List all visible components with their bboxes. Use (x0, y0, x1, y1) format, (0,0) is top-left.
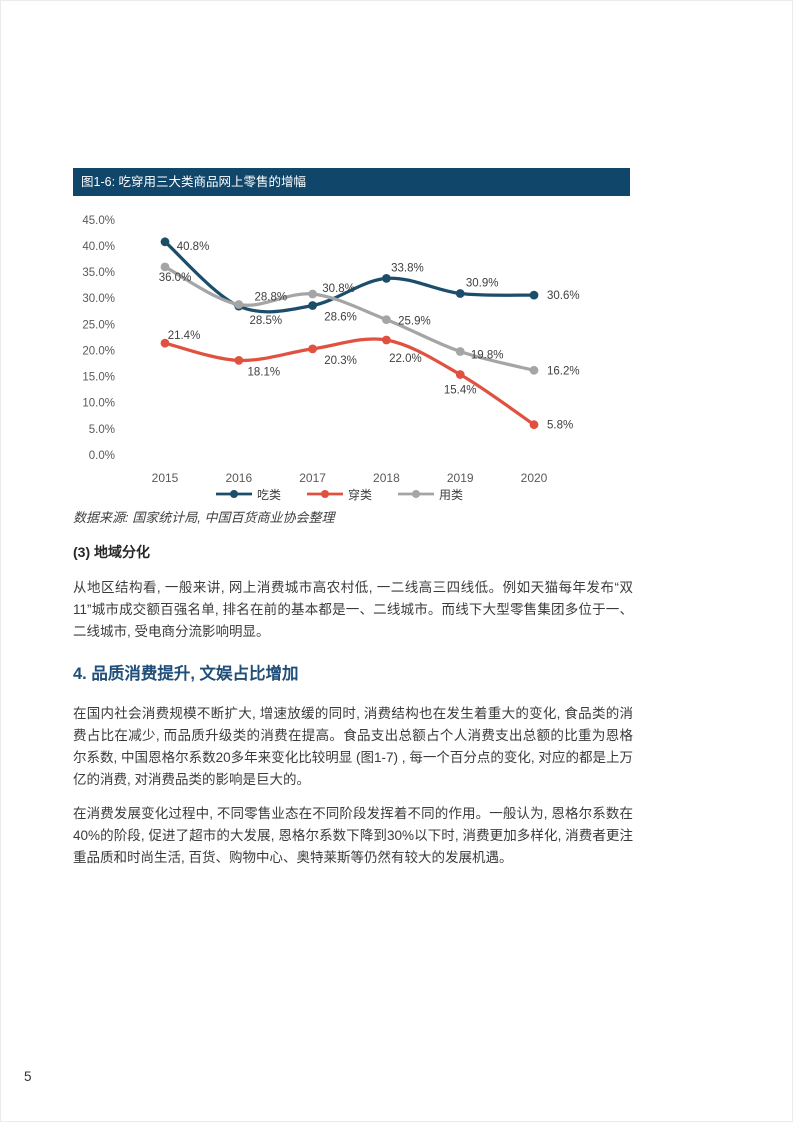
figure-title-bar: 图1-6: 吃穿用三大类商品网上零售的增幅 (73, 168, 630, 196)
line-chart: 45.0% 40.0% 35.0% 30.0% 25.0% 20.0% 15.0% 10.0%… (73, 196, 630, 504)
legend-item-穿类: 穿类 (306, 486, 372, 503)
data-point-label: 25.9% (398, 316, 431, 328)
data-point-label: 36.0% (159, 272, 192, 284)
data-point (308, 289, 317, 299)
data-point-label: 16.2% (547, 365, 580, 377)
data-point-label: 33.8% (391, 262, 424, 274)
legend-dot (412, 490, 420, 498)
data-point (529, 420, 539, 430)
x-axis-label: 2017 (299, 471, 326, 485)
data-point-label: 30.9% (466, 278, 499, 290)
data-point (234, 356, 244, 365)
figure-1-6: 图1-6: 吃穿用三大类商品网上零售的增幅 45.0% 40.0% 35.0% 30.… (73, 168, 630, 504)
data-point (308, 301, 317, 310)
data-point (382, 335, 391, 345)
y-tick-label: 30.0% (82, 293, 115, 305)
data-point (382, 274, 391, 283)
legend-dot (229, 490, 238, 498)
page-number: 5 (24, 1069, 32, 1084)
x-axis-label: 2019 (447, 471, 474, 485)
legend-marker-icon (215, 490, 252, 498)
data-point-label: 30.8% (322, 283, 355, 295)
y-tick-label: 25.0% (82, 319, 115, 331)
data-point (382, 315, 391, 324)
data-point (529, 290, 539, 300)
legend-label: 用类 (439, 487, 464, 502)
data-point-label: 21.4% (168, 330, 201, 342)
x-axis-label: 2016 (225, 471, 252, 485)
data-point-label: 20.3% (324, 355, 357, 367)
paragraph-quality-1: 在国内社会消费规模不断扩大, 增速放缓的同时, 消费结构也在发生着重大的变化, … (73, 706, 633, 787)
data-point (160, 262, 170, 272)
paragraph-quality-2: 在消费发展变化过程中, 不同零售业态在不同阶段发挥着不同的作用。一般认为, 恩格… (73, 806, 633, 865)
data-point (455, 289, 465, 298)
data-point-label: 5.8% (547, 420, 573, 432)
data-point-label: 28.6% (324, 312, 357, 324)
chart-canvas: 45.0% 40.0% 35.0% 30.0% 25.0% 20.0% 15.0% 10.0%… (82, 215, 580, 485)
chart-legend: 吃类 穿类 用类 (61, 484, 618, 504)
legend-item-吃类: 吃类 (215, 486, 281, 503)
data-point-label: 28.5% (249, 315, 282, 327)
data-point-label: 18.1% (247, 366, 280, 378)
data-point-label: 30.6% (547, 290, 580, 302)
data-point (160, 338, 170, 348)
y-tick-label: 20.0% (82, 345, 115, 357)
section-heading-quality: 4. 品质消费提升, 文娱占比增加 (73, 665, 299, 683)
legend-dot (320, 490, 329, 498)
data-point (234, 300, 244, 309)
data-point (455, 370, 465, 379)
x-axis-label: 2020 (521, 471, 548, 485)
y-tick-label: 45.0% (82, 215, 115, 227)
y-tick-label: 5.0% (89, 424, 115, 436)
y-tick-label: 0.0% (89, 450, 115, 462)
y-tick-label: 35.0% (82, 267, 115, 279)
section-heading-region: (3) 地域分化 (73, 544, 150, 560)
legend-marker-icon (306, 490, 343, 498)
data-point (455, 347, 465, 356)
y-tick-label: 15.0% (82, 372, 115, 384)
series-line-用类 (163, 265, 536, 372)
data-point (529, 365, 539, 375)
legend-label: 吃类 (256, 487, 281, 502)
data-point-label: 40.8% (177, 241, 210, 253)
data-point (160, 237, 170, 247)
data-point-label: 28.8% (254, 292, 287, 304)
data-source-note: 数据来源: 国家统计局, 中国百货商业协会整理 (73, 510, 335, 525)
legend-item-用类: 用类 (398, 486, 463, 503)
data-point-label: 15.4% (444, 385, 477, 397)
y-tick-label: 40.0% (82, 241, 115, 253)
legend-label: 穿类 (347, 487, 372, 502)
data-point-label: 22.0% (389, 353, 422, 365)
y-tick-label: 10.0% (82, 398, 115, 410)
x-axis-label: 2018 (373, 471, 400, 485)
data-point-label: 19.8% (471, 350, 504, 362)
x-axis-label: 2015 (152, 471, 179, 485)
legend-marker-icon (398, 490, 434, 498)
paragraph-region: 从地区结构看, 一般来讲, 网上消费城市高农村低, 一二线高三四线低。例如天猫每… (73, 580, 633, 639)
data-point (308, 344, 317, 354)
